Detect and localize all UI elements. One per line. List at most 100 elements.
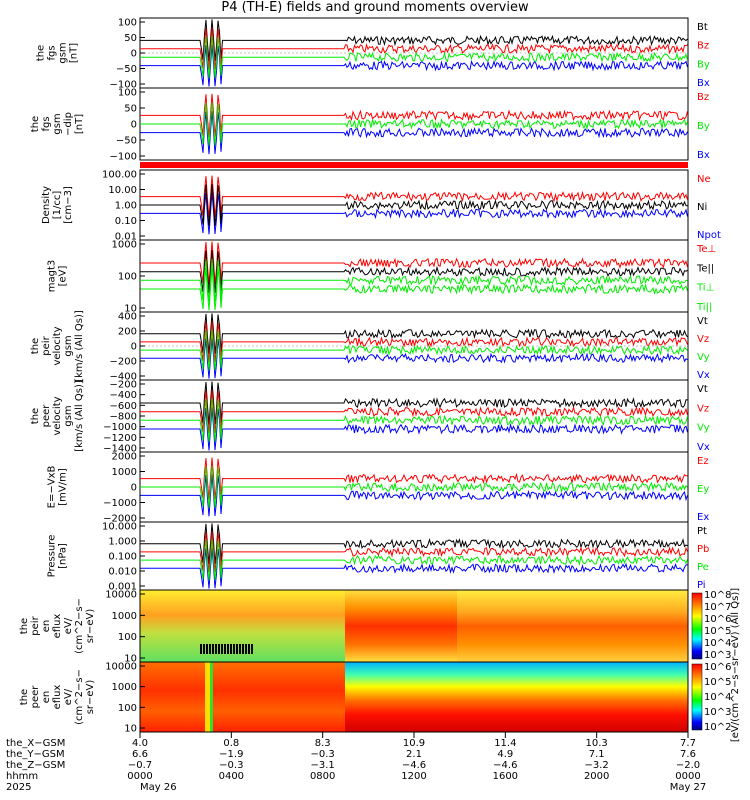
y-tick-label: 100 xyxy=(118,703,137,714)
y-tick-label: −200 xyxy=(110,380,137,391)
y-tick-label: 200 xyxy=(118,327,137,338)
x-tick-label: 10.3 xyxy=(586,738,608,749)
y-axis-label: thepeervelocitygsm[km/s (All Qs)] xyxy=(30,380,85,452)
legend-item: Vy xyxy=(697,352,710,363)
y-tick-label: 10 xyxy=(124,304,137,315)
y-tick-label: 10 xyxy=(124,654,137,665)
legend-item: Vz xyxy=(697,403,709,414)
x-row-label: hhmm xyxy=(6,771,38,782)
colorbar-tick: 10^8 xyxy=(704,590,731,601)
x-tick-label: 7.1 xyxy=(589,749,605,760)
y-tick-label: 1000 xyxy=(112,611,137,622)
y-axis-label: Density[1/cc][cm−3] xyxy=(41,186,74,224)
start-date: May 26 xyxy=(140,782,177,793)
y-tick-label: −200 xyxy=(110,357,137,368)
colorbar-tick: 10^5 xyxy=(704,626,731,637)
series-bx xyxy=(140,111,688,155)
x-tick-label: 0800 xyxy=(310,771,335,782)
y-tick-label: −1000 xyxy=(103,498,137,509)
y-tick-label: −2000 xyxy=(103,514,137,525)
y-tick-label: 400 xyxy=(118,312,137,323)
spectrogram-pixel xyxy=(236,644,238,654)
y-tick-label: 1000 xyxy=(112,240,137,251)
series-npot xyxy=(140,192,688,235)
y-tick-label: 0.10 xyxy=(115,216,137,227)
spectrogram-pixel xyxy=(218,644,220,654)
y-tick-label: 0 xyxy=(131,49,137,60)
spectrogram-pixel xyxy=(233,644,235,654)
legend-item: Pb xyxy=(697,544,709,555)
legend-item: Ex xyxy=(697,512,709,523)
spectrogram-pixel xyxy=(242,644,244,654)
y-tick-label: −1200 xyxy=(103,433,137,444)
series-pt xyxy=(140,523,688,565)
peer-spectrogram-early xyxy=(140,662,345,732)
y-tick-label: 0.010 xyxy=(108,567,137,578)
y-axis-label: magt3[eV] xyxy=(47,260,69,293)
y-tick-label: 10000 xyxy=(105,662,137,673)
legend-item: Ne xyxy=(697,174,711,185)
x-tick-label: 0000 xyxy=(675,771,700,782)
legend-item: Bz xyxy=(697,92,709,103)
peir-spectrogram-late xyxy=(457,590,688,662)
y-tick-label: 1000 xyxy=(112,682,137,693)
y-tick-label: 50 xyxy=(124,104,137,115)
series-pb xyxy=(140,531,688,573)
y-tick-label: 1.00 xyxy=(115,201,137,212)
series-by xyxy=(140,36,688,79)
legend-item: Vt xyxy=(697,316,708,327)
colorbar-tick: 10^6 xyxy=(704,614,731,625)
y-tick-label: 0 xyxy=(131,483,137,494)
y-tick-label: 100 xyxy=(118,18,137,29)
series-te xyxy=(140,250,688,294)
series-bt xyxy=(140,19,688,62)
y-tick-label: 1000 xyxy=(112,467,137,478)
x-tick-label: 11.4 xyxy=(494,738,516,749)
series-bz xyxy=(140,93,688,137)
panel-temp: 1000 100 10 magt3[eV] Te⊥ Te|| Ti⊥ Ti|| xyxy=(47,239,716,315)
y-tick-label: 0.01 xyxy=(115,232,137,243)
y-tick-label: −800 xyxy=(110,412,137,423)
x-tick-label: 2000 xyxy=(584,771,609,782)
colorbar-tick: 10^5 xyxy=(704,677,731,688)
spectrogram-pixel xyxy=(221,644,223,654)
x-tick-label: −0.3 xyxy=(311,749,335,760)
series-ez xyxy=(140,457,688,500)
spectrogram-pixel xyxy=(206,644,208,654)
y-tick-label: −1000 xyxy=(103,422,137,433)
x-tick-label: 1600 xyxy=(493,771,518,782)
y-tick-label: −100 xyxy=(110,80,137,91)
x-row-label: the_X−GSM xyxy=(6,738,65,749)
y-tick-label: 100.00 xyxy=(102,170,137,181)
y-tick-label: 1.000 xyxy=(108,537,137,548)
legend-item: By xyxy=(697,121,710,132)
legend-item: Bx xyxy=(697,150,710,161)
spectrogram-pixel xyxy=(212,644,214,654)
x-tick-label: 0.8 xyxy=(223,738,239,749)
x-tick-label: 0000 xyxy=(127,771,152,782)
colorbar-tick: 10^4 xyxy=(704,692,731,703)
spectrogram-pixel xyxy=(248,644,250,654)
series-ti xyxy=(140,267,688,311)
x-tick-label: −0.3 xyxy=(219,760,243,771)
series-ex xyxy=(140,474,688,517)
legend-item: By xyxy=(697,59,710,70)
series-vz xyxy=(140,390,688,434)
series-ey xyxy=(140,465,688,508)
panel-peir_vel: 400 200 0 −200 −400 thepeirvelocitygsm[km/s (… xyxy=(30,310,710,382)
colorbar-tick: 10^4 xyxy=(704,638,731,649)
spectrogram-pixel xyxy=(230,644,232,654)
legend-item: Ez xyxy=(697,456,709,467)
x-tick-label: −0.7 xyxy=(128,760,152,771)
series-pe xyxy=(140,539,688,581)
series-ti xyxy=(140,258,688,302)
y-axis-label: E=−VxB[mV/m] xyxy=(47,466,69,509)
x-tick-label: −4.6 xyxy=(493,760,517,771)
x-tick-label: 6.6 xyxy=(132,749,148,760)
y-tick-label: 10 xyxy=(124,724,137,735)
page-title: P4 (TH-E) fields and ground moments over… xyxy=(221,0,529,15)
legend-item: Vy xyxy=(697,423,710,434)
series-bx xyxy=(140,44,688,87)
panel-efield: 2000 1000 0 −1000 −2000 E=−VxB[mV/m] Ez Ey Ex xyxy=(47,451,709,525)
